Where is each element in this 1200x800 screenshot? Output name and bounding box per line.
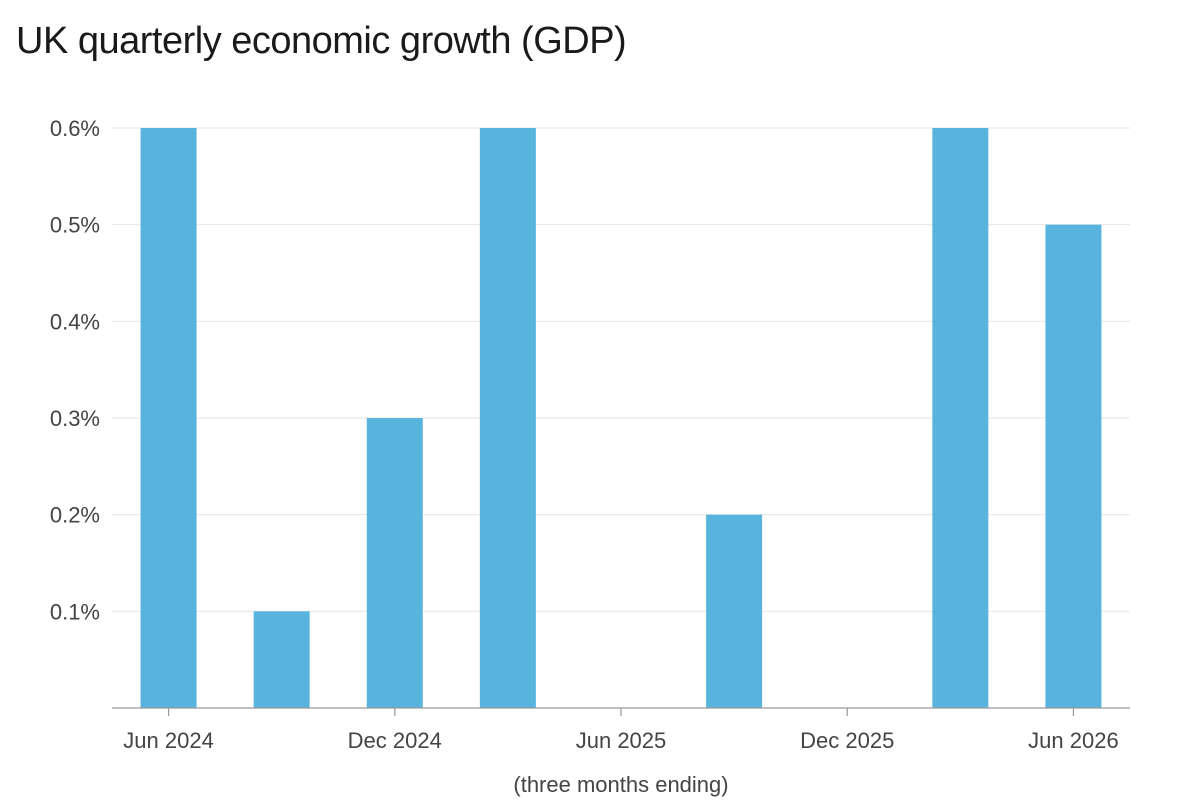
x-tick-label: Dec 2024 bbox=[348, 728, 442, 753]
y-tick-label: 0.4% bbox=[50, 309, 100, 334]
bars bbox=[140, 128, 1102, 708]
y-tick-label: 0.2% bbox=[50, 503, 100, 528]
bar bbox=[140, 128, 197, 708]
bar bbox=[479, 128, 536, 708]
x-tick-label: Dec 2025 bbox=[800, 728, 894, 753]
x-axis-label: (three months ending) bbox=[513, 772, 728, 797]
x-axis-ticks: Jun 2024 Dec 2024 Jun 2025 Dec 2025 Jun 2026 bbox=[123, 708, 1119, 753]
x-tick-label: Jun 2026 bbox=[1028, 728, 1119, 753]
y-tick-label: 0.1% bbox=[50, 599, 100, 624]
y-axis-tick-labels: 0.1% 0.2% 0.3% 0.4% 0.5% 0.6% bbox=[50, 116, 100, 624]
x-tick-label: Jun 2025 bbox=[576, 728, 667, 753]
y-tick-label: 0.3% bbox=[50, 406, 100, 431]
bar bbox=[1045, 224, 1102, 708]
y-tick-label: 0.5% bbox=[50, 213, 100, 238]
x-tick-label: Jun 2024 bbox=[123, 728, 214, 753]
bar bbox=[706, 514, 763, 708]
y-tick-label: 0.6% bbox=[50, 116, 100, 141]
bar bbox=[253, 611, 310, 708]
chart-title: UK quarterly economic growth (GDP) bbox=[16, 20, 627, 62]
bar bbox=[932, 128, 989, 708]
bar bbox=[366, 418, 423, 708]
